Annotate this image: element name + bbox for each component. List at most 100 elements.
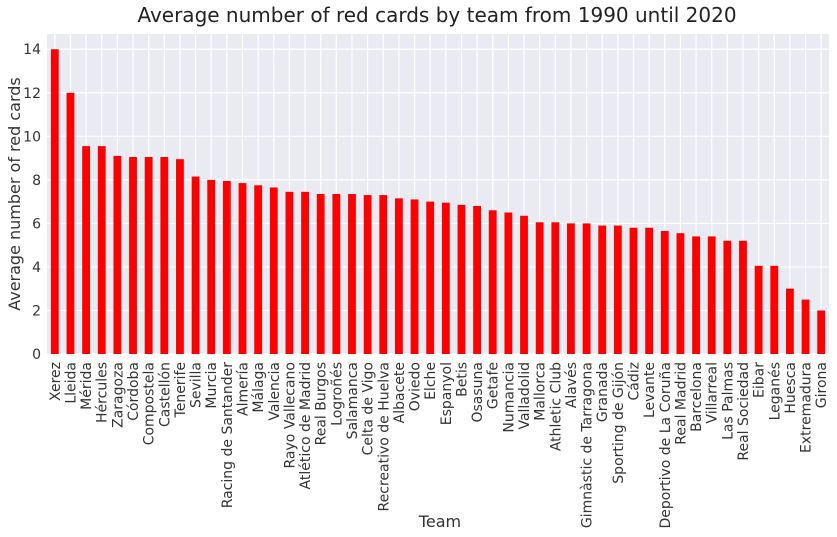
bar bbox=[629, 227, 638, 354]
bar bbox=[504, 212, 513, 354]
x-tick-label: Xerez bbox=[48, 362, 64, 401]
bar bbox=[410, 199, 419, 354]
bar bbox=[348, 194, 356, 354]
bar bbox=[113, 155, 122, 354]
bar bbox=[535, 222, 544, 354]
x-tick-label: Sporting de Gijón bbox=[611, 362, 627, 484]
x-tick-label: Celta de Vigo bbox=[361, 362, 377, 455]
x-tick-label: Elche bbox=[423, 362, 439, 400]
x-tick-label: Zaragoza bbox=[110, 362, 126, 428]
x-tick-label: Lleida bbox=[63, 362, 79, 404]
x-tick-label: Gimnàstic de Tarragona bbox=[580, 362, 596, 528]
x-tick-label: Mérida bbox=[79, 362, 95, 410]
x-tick-label: Córdoba bbox=[126, 362, 142, 421]
bar bbox=[269, 187, 278, 354]
bar bbox=[238, 183, 247, 354]
bar bbox=[332, 194, 341, 354]
bar bbox=[598, 225, 607, 354]
bar bbox=[285, 191, 294, 354]
y-tick-label: 0 bbox=[32, 347, 41, 363]
x-tick-label: Getafe bbox=[486, 362, 502, 409]
y-tick-label: 4 bbox=[32, 260, 41, 276]
bar bbox=[457, 204, 466, 354]
x-tick-label: Compostela bbox=[142, 362, 158, 445]
x-tick-label: Albacete bbox=[392, 362, 408, 423]
bars bbox=[50, 49, 826, 354]
y-tick-labels: 0 2 4 6 8 10 12 14 bbox=[23, 42, 41, 363]
bar bbox=[645, 227, 654, 354]
x-tick-label: Leganés bbox=[767, 362, 783, 420]
x-tick-label: Real Madrid bbox=[673, 362, 689, 445]
bar bbox=[785, 288, 794, 354]
bar bbox=[488, 210, 497, 354]
bar bbox=[567, 223, 575, 354]
x-tick-label: Atlético de Madrid bbox=[298, 362, 314, 489]
bar bbox=[473, 205, 482, 354]
x-tick-label: Granada bbox=[595, 362, 611, 422]
y-tick-label: 8 bbox=[32, 173, 41, 189]
bar bbox=[207, 179, 216, 354]
bar bbox=[692, 236, 700, 354]
x-tick-label: Rayo Vallecano bbox=[282, 362, 298, 468]
x-tick-label: Valencia bbox=[267, 362, 283, 421]
bar bbox=[254, 185, 263, 354]
x-axis-label: Team bbox=[418, 512, 461, 531]
x-tick-label: Castellón bbox=[157, 362, 173, 427]
y-axis-label: Average number of red cards bbox=[5, 77, 24, 311]
x-tick-label: Athletic Club bbox=[548, 362, 564, 451]
bar bbox=[316, 194, 325, 354]
bar bbox=[551, 222, 560, 354]
bar bbox=[707, 236, 716, 354]
bar bbox=[754, 265, 763, 354]
x-tick-label: Valladolid bbox=[517, 362, 533, 430]
x-tick-label: Extremadura bbox=[799, 362, 815, 453]
bar bbox=[379, 195, 388, 354]
x-tick-label: Mallorca bbox=[533, 362, 549, 421]
bar bbox=[394, 198, 403, 354]
x-tick-label: Logroñés bbox=[329, 362, 345, 426]
x-tick-label: Barcelona bbox=[689, 362, 705, 432]
y-tick-label: 10 bbox=[23, 129, 41, 145]
chart-title: Average number of red cards by team from… bbox=[137, 3, 736, 27]
x-tick-label: Tenerife bbox=[173, 362, 189, 418]
bar bbox=[176, 159, 184, 354]
bar bbox=[426, 201, 435, 354]
x-tick-label: Villarreal bbox=[705, 362, 721, 424]
x-tick-label: Málaga bbox=[251, 362, 267, 413]
x-tick-label: Real Sociedad bbox=[736, 362, 752, 461]
bar bbox=[739, 240, 747, 354]
bar bbox=[129, 156, 137, 354]
x-tick-label: Alavés bbox=[564, 362, 580, 408]
x-tick-label: Hércules bbox=[95, 362, 111, 423]
x-tick-label: Real Burgos bbox=[314, 362, 330, 445]
x-tick-label: Deportivo de La Coruña bbox=[658, 362, 674, 528]
x-tick-label: Murcia bbox=[204, 362, 220, 409]
x-tick-label: Recreativo de Huelva bbox=[376, 362, 392, 511]
x-tick-label: Osasuna bbox=[470, 362, 486, 423]
bar bbox=[222, 180, 231, 354]
y-tick-label: 12 bbox=[23, 86, 41, 102]
bar bbox=[191, 176, 200, 354]
bar bbox=[441, 202, 450, 354]
bar bbox=[82, 146, 91, 354]
bar bbox=[363, 195, 372, 354]
bar bbox=[770, 265, 779, 354]
x-tick-label: Racing de Santander bbox=[220, 362, 236, 509]
bar bbox=[817, 310, 826, 354]
bar bbox=[66, 92, 75, 354]
x-tick-label: Betis bbox=[454, 362, 470, 397]
bar bbox=[582, 223, 591, 354]
bar bbox=[520, 215, 528, 354]
y-tick-label: 14 bbox=[23, 42, 41, 58]
bar bbox=[660, 231, 669, 354]
x-tick-label: Almería bbox=[236, 362, 252, 416]
x-tick-label: Eibar bbox=[752, 362, 768, 398]
bar bbox=[723, 240, 732, 354]
bar bbox=[613, 225, 622, 354]
x-tick-labels: Xerez Lleida Mérida Hércules Zaragoza Córdoba… bbox=[48, 362, 830, 529]
x-tick-label: Huesca bbox=[783, 362, 799, 414]
x-tick-label: Espanyol bbox=[439, 362, 455, 425]
x-tick-label: Salamanca bbox=[345, 362, 361, 439]
x-tick-label: Las Palmas bbox=[720, 362, 736, 440]
